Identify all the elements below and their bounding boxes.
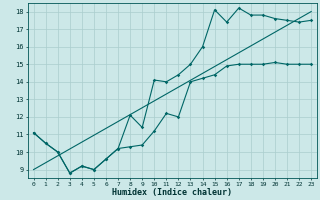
X-axis label: Humidex (Indice chaleur): Humidex (Indice chaleur) (112, 188, 232, 197)
